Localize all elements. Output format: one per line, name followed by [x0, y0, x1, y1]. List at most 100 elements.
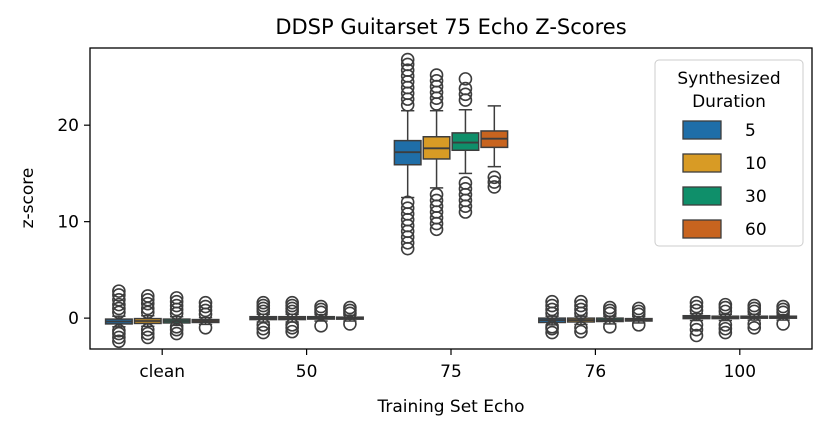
y-tick-label: 20: [57, 116, 79, 136]
outlier-point: [198, 295, 213, 310]
y-axis-label: z-score: [18, 168, 38, 229]
outlier-point: [285, 295, 299, 310]
outlier-point: [574, 302, 588, 317]
outlier-point: [574, 320, 588, 335]
box-5-50: [249, 295, 278, 340]
outlier-point: [112, 334, 126, 349]
legend-swatch: [682, 186, 722, 206]
outlier-point: [112, 323, 126, 338]
outlier-point: [603, 303, 617, 318]
outlier-point: [429, 68, 444, 82]
legend-swatch: [682, 120, 722, 140]
outlier-point: [112, 288, 126, 302]
outlier-point: [631, 318, 646, 332]
box-5-100: [682, 295, 711, 343]
y-tick-label: 0: [68, 309, 79, 329]
outlier-point: [429, 74, 444, 88]
x-axis: clean 50 75 76 100: [139, 349, 756, 382]
outlier-point: [169, 326, 184, 341]
outlier-point: [458, 81, 473, 96]
outlier-point: [689, 303, 704, 318]
x-tick-label: 75: [440, 362, 462, 382]
outlier-point: [314, 302, 328, 317]
legend-label: 10: [745, 154, 767, 174]
outlier-point: [400, 195, 415, 210]
outlier-point: [169, 320, 184, 334]
box-60-75: [480, 105, 509, 194]
outlier-point: [574, 298, 588, 313]
outlier-point: [747, 301, 762, 316]
outlier-point: [776, 299, 790, 314]
legend: Synthesized Duration 5 10 30 60: [654, 59, 804, 247]
outlier-point: [545, 302, 559, 317]
outlier-point: [487, 170, 502, 185]
outlier-point: [256, 318, 271, 332]
box-10-clean: [133, 289, 162, 345]
outlier-point: [400, 57, 415, 72]
outlier-point: [545, 294, 559, 309]
box-30-50: [307, 299, 336, 333]
box-30-clean: [162, 291, 191, 341]
x-tick-label: 100: [724, 362, 756, 382]
outlier-point: [169, 291, 184, 305]
legend-title-line-2: Duration: [692, 92, 766, 112]
outlier-point: [112, 301, 126, 316]
outlier-point: [112, 284, 126, 298]
box-body: [451, 132, 480, 152]
outlier-point: [603, 300, 617, 315]
outlier-point: [545, 325, 559, 340]
legend-item-30: 30: [682, 186, 767, 207]
y-axis: 0 10 20: [57, 116, 90, 329]
outlier-point: [429, 187, 444, 202]
outlier-point: [140, 289, 155, 303]
outlier-point: [112, 297, 126, 312]
outlier-point: [689, 318, 704, 332]
outlier-point: [689, 299, 704, 314]
outlier-point: [631, 304, 646, 319]
outlier-point: [198, 320, 213, 335]
outlier-point: [689, 322, 704, 337]
legend-swatch: [682, 219, 722, 239]
outlier-point: [140, 292, 155, 307]
outlier-point: [603, 320, 617, 334]
outlier-point: [140, 322, 155, 337]
outlier-point: [285, 324, 299, 339]
outlier-point: [140, 330, 155, 345]
outlier-point: [256, 321, 271, 336]
outlier-point: [314, 319, 328, 333]
x-tick-label: 50: [296, 362, 318, 382]
outlier-point: [400, 63, 415, 77]
outlier-point: [747, 320, 762, 335]
outlier-point: [776, 302, 790, 317]
y-tick-label: 10: [57, 213, 79, 233]
x-tick-label: 76: [585, 362, 607, 382]
outlier-point: [458, 182, 473, 196]
outlier-point: [458, 72, 473, 86]
outlier-point: [400, 201, 415, 215]
outlier-point: [112, 292, 126, 307]
outlier-point: [198, 303, 213, 318]
box-30-76: [595, 300, 624, 334]
outlier-point: [718, 318, 733, 332]
outlier-point: [140, 296, 155, 311]
outlier-point: [718, 321, 733, 336]
outlier-point: [285, 318, 299, 332]
legend-label: 60: [745, 220, 767, 240]
legend-items: 5 10 30 60: [682, 120, 767, 240]
outlier-point: [112, 330, 126, 345]
legend-label: 30: [745, 187, 767, 207]
box-60-50: [335, 300, 364, 331]
box-60-76: [624, 301, 653, 332]
outlier-point: [747, 298, 762, 313]
box-30-100: [740, 298, 769, 335]
outlier-point: [631, 301, 646, 316]
legend-swatch: [682, 153, 722, 173]
outlier-point: [718, 297, 733, 312]
outlier-point: [689, 295, 704, 310]
chart-title: DDSP Guitarset 75 Echo Z-Scores: [275, 15, 626, 39]
box-60-100: [769, 299, 798, 331]
box-10-76: [566, 294, 595, 339]
box-5-76: [538, 294, 567, 340]
legend-item-60: 60: [682, 219, 767, 240]
outlier-point: [545, 320, 559, 334]
